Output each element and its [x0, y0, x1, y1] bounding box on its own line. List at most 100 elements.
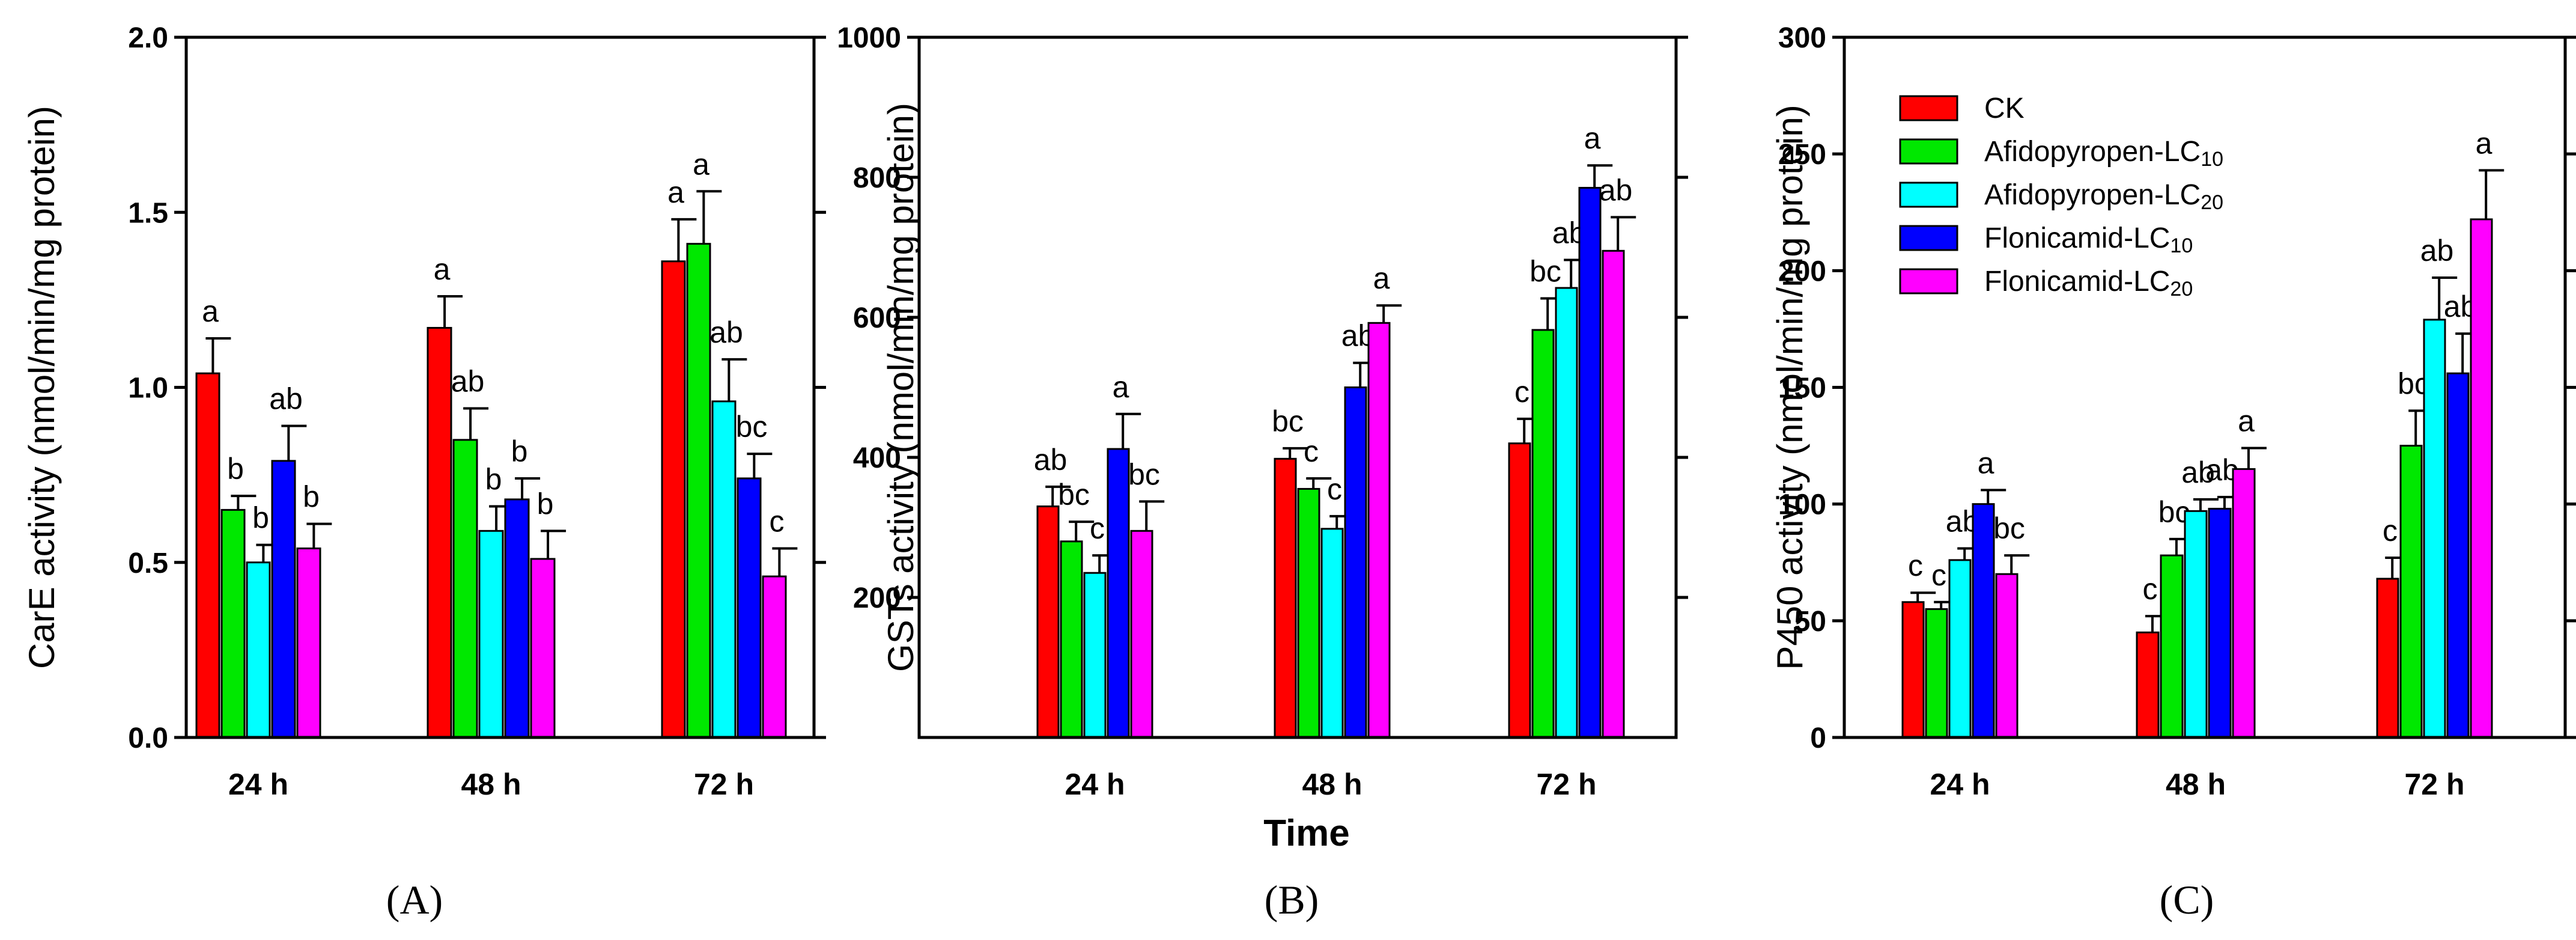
panel-c-y-tick-label: 100	[1778, 489, 1826, 521]
panel-label-c: (C)	[2160, 877, 2214, 923]
panel-c-bar	[2208, 507, 2232, 739]
panel-c-y-tick-label: 150	[1778, 373, 1826, 404]
panel-a-bar	[271, 460, 296, 739]
panel-b-bar	[1060, 540, 1083, 739]
panel-a-x-tick-label: 72 h	[694, 768, 754, 801]
panel-b-significance-letter: c	[1304, 435, 1319, 468]
panel-c-significance-letter: c	[2143, 572, 2158, 606]
panel-a-y-tick-label: 0.0	[128, 722, 168, 754]
panel-c-y-tick-label: 0	[1810, 722, 1826, 754]
panel-c-y-tick-label: 300	[1778, 22, 1826, 54]
panel-c-bar	[1972, 503, 1995, 739]
panel-a-bar	[530, 558, 556, 739]
panel-a-x-tick-label: 24 h	[228, 768, 288, 801]
panel-c-bar	[1995, 573, 2019, 739]
panel-b-bar	[1107, 448, 1130, 739]
panel-b-bar	[1555, 287, 1578, 739]
panel-a-x-tick-label: 48 h	[461, 768, 521, 801]
panel-b-y-axis-title: GSTs activity (nmol/min/mg protein)	[881, 103, 921, 672]
panel-a-significance-letter: a	[693, 147, 709, 181]
panel-b-significance-letter: a	[1373, 261, 1390, 295]
legend-label: CK	[1984, 93, 2025, 124]
panel-b-significance-letter: c	[1327, 472, 1342, 506]
panel-c-bar	[2184, 510, 2208, 739]
panel-c-y-tick-label: 50	[1794, 606, 1826, 638]
panel-c-bar	[2376, 578, 2399, 739]
legend-swatch	[1899, 268, 1958, 295]
panel-label-a: (A)	[386, 877, 443, 923]
panel-b-significance-letter: ab	[1599, 173, 1633, 207]
panel-b-significance-letter: a	[1113, 370, 1129, 404]
panel-a-y-tick-label: 0.5	[128, 548, 168, 579]
panel-c-significance-letter: bc	[1993, 511, 2025, 545]
panel-b-frame	[917, 35, 1678, 739]
panel-b-bar	[1297, 487, 1320, 739]
panel-b-y-tick-label: 400	[853, 442, 901, 474]
panel-a-bar	[195, 372, 220, 739]
panel-c-significance-letter: ab	[2420, 234, 2454, 267]
panel-a-bar	[220, 508, 246, 739]
panel-a-significance-letter: a	[434, 252, 451, 286]
panel-b-bar	[1344, 386, 1367, 739]
panel-a-bar	[478, 530, 504, 739]
panel-a-bar	[296, 547, 321, 739]
legend-swatch	[1899, 182, 1958, 208]
panel-b-y-tick-label: 1000	[837, 22, 901, 54]
panel-c-bar	[2446, 372, 2470, 739]
panel-b-bar	[1508, 442, 1531, 739]
panel-a-significance-letter: a	[202, 295, 219, 328]
panel-c-bar	[2470, 218, 2493, 739]
panel-a-y-tick-label: 2.0	[128, 22, 168, 54]
panel-c-significance-letter: ab	[2181, 456, 2215, 489]
panel-b-bar	[1531, 329, 1555, 739]
panel-c-bar	[2399, 445, 2423, 739]
panel-b-bar	[1320, 528, 1344, 739]
panel-a-bar	[762, 575, 787, 739]
panel-b-bar	[1578, 186, 1602, 739]
panel-a-significance-letter: b	[227, 452, 244, 486]
panel-a-significance-letter: ab	[269, 382, 303, 416]
panel-b-bar	[1274, 457, 1297, 739]
panel-c-y-tick-label: 200	[1778, 255, 1826, 287]
legend-label: Afidopyropen-LC20	[1984, 179, 2223, 214]
panel-a-significance-letter: b	[303, 480, 320, 514]
panel-a-bar	[452, 439, 478, 739]
panel-c-bar	[2136, 631, 2160, 739]
legend-swatch	[1899, 138, 1958, 165]
panel-b-bar	[1083, 572, 1107, 739]
panel-b-x-tick-label: 48 h	[1302, 768, 1362, 801]
panel-a-y-tick-label: 1.0	[128, 373, 168, 404]
panel-b-x-tick-label: 72 h	[1536, 768, 1596, 801]
panel-c-bar	[2423, 319, 2446, 739]
legend-label: Afidopyropen-LC10	[1984, 136, 2223, 171]
panel-b-significance-letter: c	[1090, 511, 1105, 545]
panel-b-bar	[1602, 249, 1625, 739]
panel-c-y-axis-title: P450 activity (nmol/min/mg protein)	[1770, 105, 1810, 670]
panel-a-bar	[661, 260, 686, 739]
panel-a-significance-letter: a	[667, 175, 684, 209]
panel-c-significance-letter: c	[2383, 514, 2398, 548]
panel-c-bar	[2160, 554, 2184, 739]
panel-c-significance-letter: c	[1908, 549, 1923, 582]
panel-a-bar	[737, 477, 762, 739]
panel-c-significance-letter: c	[1931, 558, 1946, 592]
x-axis-title: Time	[1263, 813, 1350, 854]
panel-b-significance-letter: c	[1514, 375, 1530, 409]
panel-b-bar	[1367, 322, 1391, 739]
panel-c-significance-letter: a	[1978, 446, 1994, 480]
legend: CK Afidopyropen-LC10 Afidopyropen-LC20 Flon…	[1899, 93, 2223, 301]
panel-b-significance-letter: ab	[1034, 443, 1068, 477]
panel-c-x-tick-label: 48 h	[2166, 768, 2226, 801]
panel-c-bar	[1925, 608, 1948, 739]
legend-swatch	[1899, 95, 1958, 121]
legend-swatch	[1899, 225, 1958, 251]
panel-b-bar	[1130, 530, 1153, 739]
panel-c-bar	[1948, 559, 1972, 739]
panel-c-significance-letter: a	[2476, 126, 2492, 160]
panel-c-bar	[2232, 468, 2256, 739]
panel-b-significance-letter: bc	[1530, 255, 1561, 288]
panel-b-x-tick-label: 24 h	[1065, 768, 1125, 801]
panel-b-significance-letter: a	[1584, 121, 1601, 155]
